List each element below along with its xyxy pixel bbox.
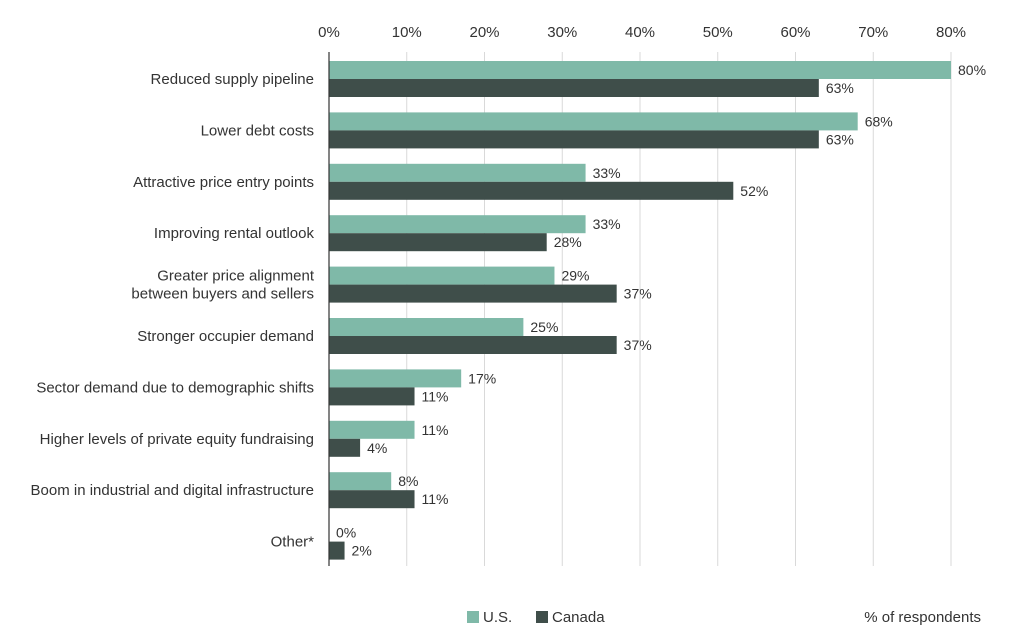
data-label: 80%	[958, 62, 986, 78]
data-label: 2%	[352, 543, 372, 559]
data-label: 52%	[740, 183, 768, 199]
data-label: 37%	[624, 337, 652, 353]
category-label: Improving rental outlook	[154, 225, 315, 242]
data-label: 4%	[367, 440, 387, 456]
category-label: between buyers and sellers	[131, 286, 314, 303]
legend-label-canada: Canada	[552, 609, 605, 626]
legend-label-us: U.S.	[483, 609, 512, 626]
x-tick-label: 40%	[625, 24, 655, 41]
data-label: 63%	[826, 131, 854, 147]
bar-canada	[329, 233, 547, 252]
category-label: Sector demand due to demographic shifts	[36, 379, 314, 396]
category-label: Boom in industrial and digital infrastru…	[31, 482, 314, 499]
category-labels: Reduced supply pipeline Lower debt costs A…	[31, 71, 315, 551]
bar-canada	[329, 181, 734, 200]
category-label: Attractive price entry points	[133, 174, 314, 191]
bar-us	[329, 420, 415, 439]
category-label: Greater price alignment	[157, 268, 315, 285]
bar-canada	[329, 284, 617, 303]
x-tick-label: 60%	[780, 24, 810, 41]
category-label: Other*	[271, 534, 315, 551]
bar-us	[329, 215, 586, 234]
data-label: 0%	[336, 525, 356, 541]
x-axis-label: % of respondents	[864, 609, 981, 626]
data-label: 33%	[593, 216, 621, 232]
bar-canada	[329, 79, 819, 97]
x-tick-label: 0%	[318, 24, 340, 41]
data-label: 8%	[398, 473, 418, 489]
category-label: Stronger occupier demand	[137, 328, 314, 345]
legend-swatch-canada	[536, 611, 548, 623]
x-tick-label: 20%	[469, 24, 499, 41]
x-axis-ticks: 0% 10% 20% 30% 40% 50% 60% 70% 80%	[318, 24, 966, 41]
data-label: 11%	[422, 491, 449, 507]
legend-swatch-us	[467, 611, 479, 623]
x-tick-label: 80%	[936, 24, 966, 41]
bar-us	[329, 61, 951, 79]
data-label: 33%	[593, 165, 621, 181]
bar-canada	[329, 438, 361, 457]
x-tick-label: 30%	[547, 24, 577, 41]
bar-canada	[329, 387, 415, 406]
bar-canada	[329, 490, 415, 509]
bar-canada	[329, 336, 617, 354]
data-label: 37%	[624, 286, 652, 302]
bar-us	[329, 266, 555, 285]
x-tick-label: 10%	[392, 24, 422, 41]
legend: U.S. Canada	[467, 609, 605, 626]
data-label: 11%	[422, 388, 449, 404]
bar-canada	[329, 541, 345, 560]
bars: 80% 63% 68% 63% 33% 52% 33% 28% 29% 37% 25% 37% 17% 1…	[329, 61, 986, 560]
data-label: 28%	[554, 234, 582, 250]
data-label: 25%	[530, 319, 558, 335]
data-label: 17%	[468, 370, 496, 386]
bar-us	[329, 318, 524, 336]
data-label: 11%	[422, 422, 449, 438]
bar-canada	[329, 130, 819, 149]
data-label: 68%	[865, 113, 893, 129]
x-tick-label: 70%	[858, 24, 888, 41]
category-label: Reduced supply pipeline	[151, 71, 314, 88]
data-label: 63%	[826, 80, 854, 96]
x-tick-label: 50%	[703, 24, 733, 41]
data-label: 29%	[561, 268, 589, 284]
category-label: Lower debt costs	[201, 122, 314, 139]
bar-us	[329, 472, 392, 491]
bar-us	[329, 112, 858, 131]
bar-us	[329, 163, 586, 182]
bar-us	[329, 369, 462, 388]
category-label: Higher levels of private equity fundrais…	[40, 431, 314, 448]
